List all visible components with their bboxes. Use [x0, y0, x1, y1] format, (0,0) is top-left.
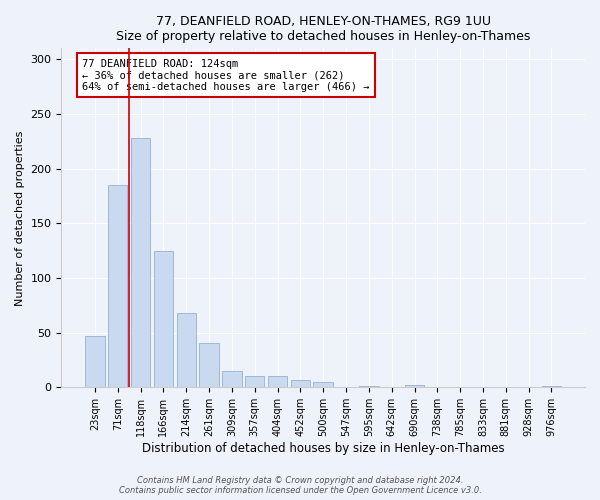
- Text: Contains HM Land Registry data © Crown copyright and database right 2024.
Contai: Contains HM Land Registry data © Crown c…: [119, 476, 481, 495]
- X-axis label: Distribution of detached houses by size in Henley-on-Thames: Distribution of detached houses by size …: [142, 442, 505, 455]
- Bar: [199, 342, 219, 388]
- Bar: [222, 371, 242, 388]
- Y-axis label: Number of detached properties: Number of detached properties: [15, 130, 25, 306]
- Bar: [359, 386, 379, 388]
- Bar: [85, 336, 104, 388]
- Bar: [290, 380, 310, 388]
- Text: 77 DEANFIELD ROAD: 124sqm
← 36% of detached houses are smaller (262)
64% of semi: 77 DEANFIELD ROAD: 124sqm ← 36% of detac…: [82, 58, 370, 92]
- Bar: [154, 250, 173, 388]
- Bar: [245, 376, 265, 388]
- Bar: [313, 382, 333, 388]
- Title: 77, DEANFIELD ROAD, HENLEY-ON-THAMES, RG9 1UU
Size of property relative to detac: 77, DEANFIELD ROAD, HENLEY-ON-THAMES, RG…: [116, 15, 530, 43]
- Bar: [268, 376, 287, 388]
- Bar: [405, 385, 424, 388]
- Bar: [131, 138, 150, 388]
- Bar: [542, 386, 561, 388]
- Bar: [176, 313, 196, 388]
- Bar: [108, 185, 127, 388]
